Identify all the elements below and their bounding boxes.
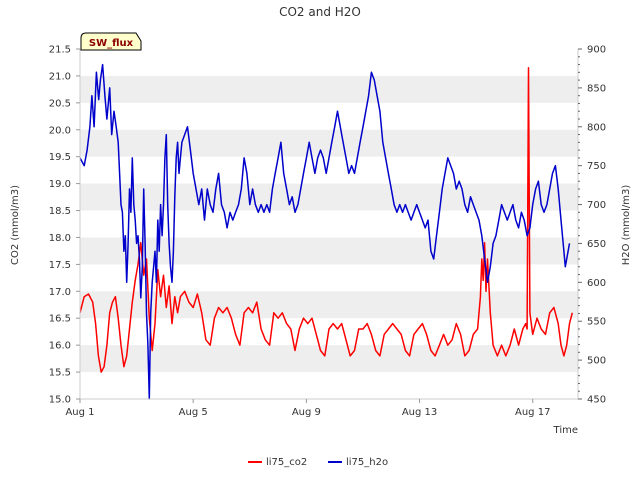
badge-background: [80, 32, 142, 51]
right-tick-label: 450: [587, 395, 606, 406]
right-tick-label: 600: [587, 278, 606, 289]
right-tick-label: 500: [587, 356, 606, 367]
x-tick-label: Aug 9: [292, 407, 321, 418]
left-tick-label: 15.0: [49, 395, 71, 406]
right-tick-label: 550: [587, 317, 606, 328]
axes: [79, 49, 579, 400]
grid-band: [80, 75, 578, 103]
x-tick-label: Aug 1: [65, 407, 94, 418]
legend-label-h2o: li75_h2o: [346, 457, 388, 468]
right-tick-label: 700: [587, 200, 606, 211]
left-tick-label: 19.5: [49, 152, 71, 163]
series-layer: [79, 63, 574, 400]
y-axis-label-left: CO2 (mmol/m3): [10, 185, 21, 265]
left-tick-label: 18.5: [49, 206, 71, 217]
chart-title: CO2 and H2O: [279, 5, 361, 19]
left-tick-label: 19.0: [49, 179, 71, 190]
left-tick-label: 21.5: [49, 45, 71, 56]
left-axis-ticks: 15.0 15.5 16.0 16.5 17.0 17.5 18.0 18.5 19.0 19.5…: [49, 45, 80, 406]
x-tick-label: Aug 17: [515, 407, 550, 418]
grid-band: [80, 237, 578, 265]
sw-flux-badge: SW_flux: [80, 32, 142, 51]
legend-label-co2: li75_co2: [266, 457, 307, 468]
left-tick-label: 17.5: [49, 260, 71, 271]
right-tick-label: 800: [587, 122, 606, 133]
grid-band: [80, 129, 578, 157]
right-tick-label: 850: [587, 83, 606, 94]
left-tick-label: 20.5: [49, 98, 71, 109]
left-tick-label: 15.5: [49, 368, 71, 379]
x-axis-ticks: Aug 1 Aug 5 Aug 9 Aug 13 Aug 17: [65, 399, 550, 418]
grid-bands: [80, 75, 578, 373]
y-axis-label-right: H2O (mmol/m3): [621, 185, 632, 266]
series-line-li75_co2: [79, 67, 574, 373]
badge-label: SW_flux: [89, 38, 134, 49]
left-tick-label: 16.5: [49, 314, 71, 325]
right-tick-label: 650: [587, 239, 606, 250]
x-tick-label: Aug 13: [402, 407, 437, 418]
left-tick-label: 21.0: [49, 71, 71, 82]
right-tick-label: 750: [587, 161, 606, 172]
series-line-li75_h2o: [79, 63, 571, 400]
left-tick-label: 17.0: [49, 287, 71, 298]
legend: li75_co2 li75_h2o: [248, 457, 388, 468]
left-tick-label: 16.0: [49, 341, 71, 352]
grid-band: [80, 291, 578, 319]
right-tick-label: 900: [587, 45, 606, 56]
grid-band: [80, 183, 578, 211]
left-tick-label: 18.0: [49, 233, 71, 244]
right-axis-ticks: 450 500 550 600 650 700 750 800 850 900: [578, 45, 606, 406]
x-axis-label: Time: [553, 425, 578, 436]
x-tick-label: Aug 5: [179, 407, 208, 418]
left-tick-label: 20.0: [49, 125, 71, 136]
